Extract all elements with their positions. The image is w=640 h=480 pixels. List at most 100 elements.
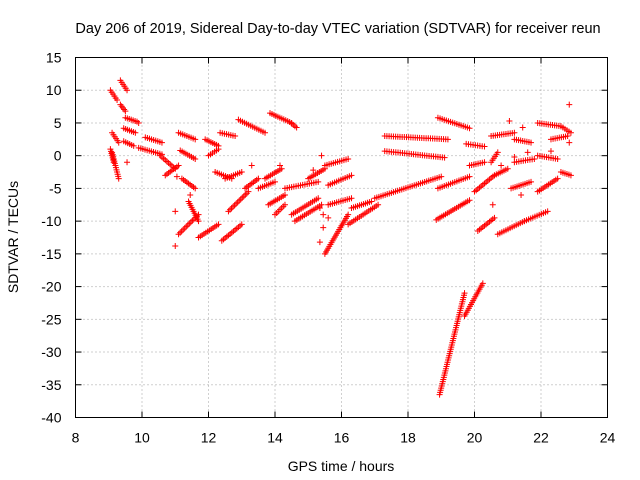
x-tick-label: 20 xyxy=(467,430,483,446)
data-point xyxy=(524,149,531,156)
data-point xyxy=(318,201,325,208)
data-point xyxy=(491,214,498,221)
data-point xyxy=(528,139,535,146)
data-point xyxy=(189,217,196,224)
data-point xyxy=(554,155,561,162)
data-point xyxy=(239,194,246,201)
data-point xyxy=(441,154,448,161)
data-point xyxy=(186,220,193,227)
data-point xyxy=(181,225,188,232)
data-point xyxy=(564,133,571,140)
data-point xyxy=(158,139,165,146)
data-point xyxy=(531,155,538,162)
data-point xyxy=(438,173,445,180)
data-point xyxy=(245,188,252,195)
data-point xyxy=(225,208,232,215)
y-tick-label: 10 xyxy=(46,82,62,98)
y-tick-label: 15 xyxy=(46,50,62,66)
data-point xyxy=(566,139,573,146)
data-point xyxy=(175,162,182,169)
data-point xyxy=(187,191,194,198)
data-point xyxy=(566,101,573,108)
data-point xyxy=(276,162,283,169)
data-point xyxy=(316,205,323,212)
data-point xyxy=(184,222,191,229)
data-point xyxy=(519,124,526,131)
data-point xyxy=(444,136,451,143)
data-point xyxy=(281,201,288,208)
data-point xyxy=(466,173,473,180)
x-tick-label: 24 xyxy=(600,430,616,446)
data-point xyxy=(498,162,505,169)
data-point xyxy=(345,155,352,162)
data-point xyxy=(278,165,285,172)
data-point xyxy=(132,129,139,136)
data-point xyxy=(466,197,473,204)
x-tick-label: 12 xyxy=(201,430,217,446)
x-tick-label: 22 xyxy=(533,430,549,446)
chart-title: Day 206 of 2019, Sidereal Day-to-day VTE… xyxy=(75,21,600,37)
data-point xyxy=(511,129,518,136)
y-tick-label: -30 xyxy=(41,344,61,360)
data-point xyxy=(115,175,122,182)
data-point xyxy=(233,200,240,207)
data-point xyxy=(272,178,278,185)
data-point xyxy=(310,167,317,174)
data-point xyxy=(242,191,249,198)
data-point xyxy=(348,195,355,202)
data-point xyxy=(375,201,382,208)
data-point xyxy=(237,196,244,203)
data-point xyxy=(228,205,235,212)
grid-lines xyxy=(75,57,608,418)
y-tick-label: -40 xyxy=(41,410,61,426)
data-point xyxy=(316,239,323,246)
data-point xyxy=(315,195,322,202)
data-point xyxy=(528,178,535,185)
x-tick-label: 18 xyxy=(400,430,416,446)
data-point xyxy=(262,129,269,136)
y-tick-label: -20 xyxy=(41,279,61,295)
data-point xyxy=(547,148,554,155)
data-point xyxy=(255,175,262,182)
y-tick-label: 5 xyxy=(54,115,62,131)
data-point xyxy=(466,125,473,132)
x-axis-title: GPS time / hours xyxy=(288,458,395,474)
data-point xyxy=(348,172,355,179)
data-point xyxy=(183,223,190,230)
data-point xyxy=(368,198,375,205)
data-point xyxy=(230,203,237,210)
data-point xyxy=(461,290,468,297)
data-point xyxy=(567,172,574,179)
data-point xyxy=(567,129,574,136)
y-tick-labels: 15 10 5 0 -5 -10 -15 -20 -25 -30 -35 -40 xyxy=(41,50,61,426)
data-point xyxy=(215,146,222,153)
data-point xyxy=(124,159,131,166)
x-tick-labels: 8 10 12 14 16 18 20 22 24 xyxy=(72,430,616,446)
data-point xyxy=(518,191,525,198)
data-point xyxy=(122,108,129,115)
axis-ticks xyxy=(75,57,608,418)
data-point xyxy=(238,169,245,176)
data-point xyxy=(293,124,300,131)
data-point xyxy=(479,280,486,287)
data-point xyxy=(506,117,513,124)
y-tick-label: -35 xyxy=(41,377,61,393)
data-point xyxy=(489,201,496,208)
data-point xyxy=(345,211,352,218)
data-point xyxy=(281,191,288,198)
data-point xyxy=(544,208,551,215)
data-point xyxy=(115,139,122,146)
data-point xyxy=(175,231,182,238)
x-tick-label: 16 xyxy=(334,430,350,446)
data-point xyxy=(226,206,233,213)
data-point xyxy=(124,87,131,94)
data-point xyxy=(195,218,202,225)
data-point xyxy=(180,226,187,233)
data-point xyxy=(172,208,179,215)
x-tick-label: 10 xyxy=(134,430,150,446)
data-point xyxy=(173,173,180,180)
data-point xyxy=(236,197,243,204)
y-tick-label: -10 xyxy=(41,213,61,229)
